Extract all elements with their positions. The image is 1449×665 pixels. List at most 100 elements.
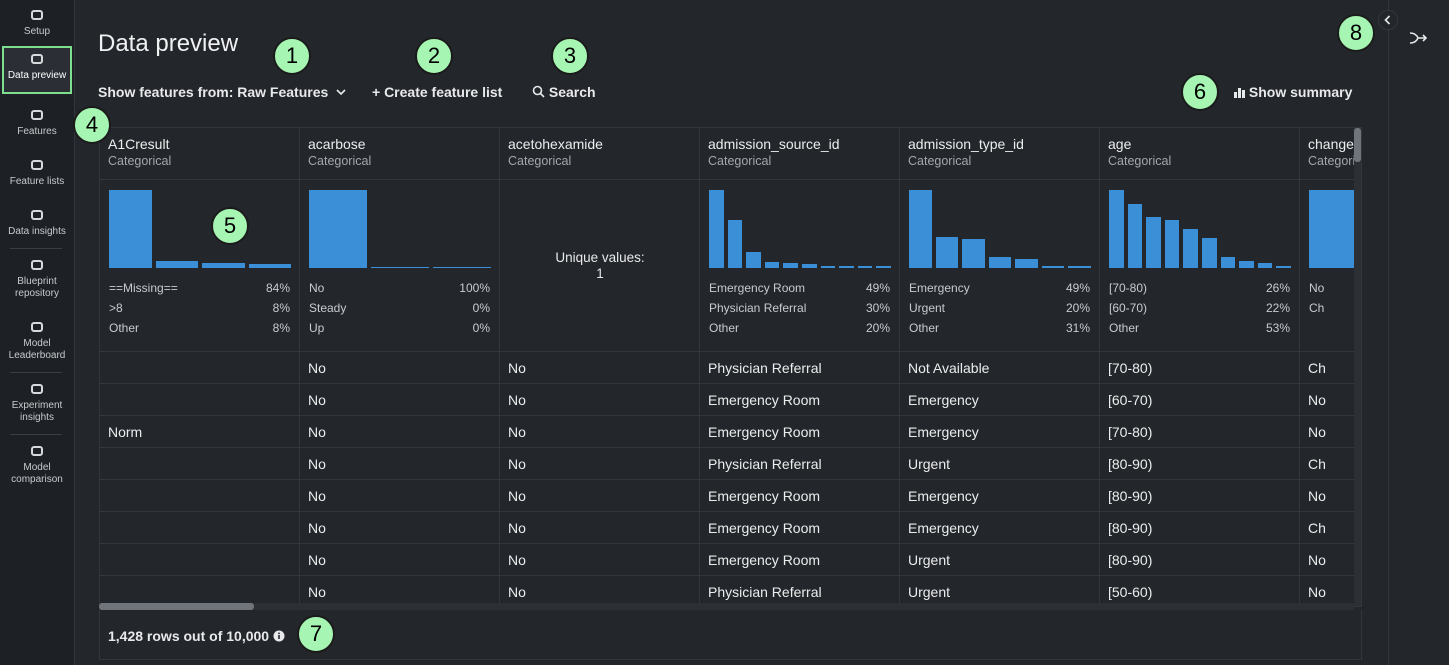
callout-badge: 2 (415, 37, 453, 75)
histogram-bar (1164, 220, 1180, 268)
stat-label: Steady (309, 301, 347, 315)
row-divider (100, 479, 1361, 480)
histogram-bar (371, 267, 429, 268)
stat-label: Other (1109, 321, 1140, 335)
column-name[interactable]: admission_type_id (908, 136, 1024, 152)
sidebar-label: Setup (23, 26, 51, 37)
table-column: admission_type_id Categorical Emergency 49%… (900, 128, 1100, 606)
create-feature-list-button[interactable]: + Create feature list (372, 84, 502, 100)
sidebar-item[interactable]: Feature lists (2, 156, 72, 202)
table-cell: Urgent (908, 552, 951, 568)
sidebar-item[interactable]: Blueprint repository (2, 256, 72, 302)
horizontal-scrollbar[interactable] (99, 603, 1354, 610)
column-name[interactable]: A1Cresult (108, 136, 170, 152)
table-column: acarbose Categorical No 100% Steady 0% Up 0% (300, 128, 500, 606)
histogram-bar (1220, 257, 1236, 268)
row-divider (100, 351, 1361, 352)
sidebar-icon (31, 160, 43, 170)
page-title: Data preview (98, 30, 239, 57)
show-summary-label: Show summary (1248, 84, 1353, 100)
stat-value: 100% (459, 281, 490, 295)
scroll-thumb[interactable] (1354, 128, 1361, 162)
row-divider (300, 179, 500, 180)
row-divider (1100, 179, 1300, 180)
sidebar-item[interactable]: Data insights (2, 206, 72, 252)
histogram-bar (783, 262, 798, 268)
stat-label: [70-80) (1109, 281, 1148, 295)
sidebar-icon (31, 384, 43, 394)
stat-value: 49% (1065, 281, 1090, 295)
stat-label: Other (709, 321, 740, 335)
row-divider (100, 575, 1361, 576)
search-button[interactable]: Search (532, 84, 596, 100)
table-cell: No (508, 584, 526, 600)
column-name[interactable]: acetohexamide (508, 136, 603, 152)
stat-value: 49% (865, 281, 890, 295)
table-cell: [80-90) (1108, 488, 1153, 504)
sidebar-item[interactable]: Features (2, 106, 72, 152)
column-name[interactable]: change (1308, 136, 1354, 152)
histogram-bar (746, 252, 761, 268)
data-table: A1Cresult Categorical ==Missing== 84% >8 8% Ot… (99, 127, 1362, 607)
feature-source-dropdown[interactable]: Show features from: Raw Features (98, 84, 347, 100)
sidebar-icon (31, 10, 43, 20)
info-icon[interactable] (273, 630, 285, 642)
sidebar-divider (10, 372, 62, 373)
stat-label: Emergency (909, 281, 970, 295)
show-summary-button[interactable]: Show summary (1234, 84, 1352, 100)
sidebar-label: Model comparison (11, 462, 63, 485)
sidebar-label: Blueprint repository (15, 276, 59, 299)
sidebar-icon (31, 210, 43, 220)
histogram-bar (248, 264, 291, 268)
unique-values-label: Unique values: (555, 250, 645, 265)
stat-label: Ch (1309, 301, 1325, 315)
histogram-bar (109, 190, 152, 268)
stat-label: ==Missing== (109, 281, 178, 295)
sidebar-item[interactable]: Setup (2, 6, 72, 52)
histogram-bar (1146, 216, 1161, 268)
histogram-bar (1068, 266, 1091, 268)
column-name[interactable]: admission_source_id (708, 136, 840, 152)
histogram-bar (1309, 190, 1361, 268)
sidebar-icon (31, 446, 43, 456)
table-cell: [50-60) (1108, 584, 1153, 600)
table-cell: No (308, 584, 326, 600)
table-cell: Emergency Room (708, 424, 821, 440)
stat-value: 20% (865, 321, 890, 335)
callout-badge: 8 (1337, 14, 1375, 52)
sidebar-item[interactable]: Model Leaderboard (2, 318, 72, 364)
histogram-bar (935, 236, 959, 268)
sidebar-item[interactable]: Experiment insights (2, 380, 72, 426)
histogram-bar (709, 190, 724, 268)
column-type: Categorical (708, 154, 772, 168)
row-divider (100, 415, 1361, 416)
summary-icon (1234, 88, 1245, 98)
sidebar-item[interactable]: Model comparison (2, 442, 72, 488)
table-cell: No (508, 424, 526, 440)
table-cell: Ch (1308, 456, 1326, 472)
scroll-thumb[interactable] (99, 603, 254, 610)
table-column: age Categorical [70-80) 26% [60-70) 22% Other 5… (1100, 128, 1300, 606)
panel-icon[interactable] (1408, 29, 1428, 47)
row-count: 1,428 rows out of 10,000 (108, 628, 285, 644)
table-column: admission_source_id Categorical Emergency … (700, 128, 900, 606)
sidebar-label: Features (17, 126, 57, 137)
callout-badge: 4 (73, 106, 111, 144)
table-cell: No (308, 456, 326, 472)
unique-values-count: 1 (596, 266, 604, 281)
stat-value: 0% (472, 321, 490, 335)
column-name[interactable]: age (1108, 136, 1132, 152)
vertical-scrollbar[interactable] (1354, 128, 1361, 606)
table-cell: No (308, 520, 326, 536)
row-divider (100, 511, 1361, 512)
histogram-bar (876, 266, 891, 268)
sidebar-icon (31, 322, 43, 332)
collapse-button[interactable] (1378, 10, 1398, 30)
sidebar-item[interactable]: Data preview (2, 46, 72, 94)
column-name[interactable]: acarbose (308, 136, 366, 152)
stat-value: 30% (865, 301, 890, 315)
stat-label: Other (109, 321, 140, 335)
table-cell: No (508, 552, 526, 568)
stat-value: 0% (472, 301, 490, 315)
